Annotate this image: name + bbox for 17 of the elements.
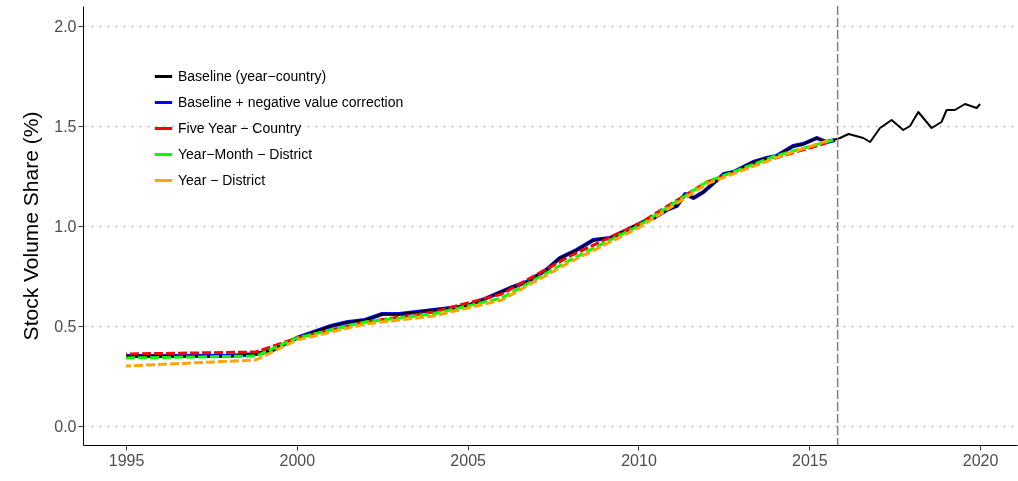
x-tick-label: 2000: [279, 451, 316, 469]
legend-label: Year−Month − District: [178, 145, 313, 162]
x-tick-label: 2005: [450, 451, 487, 469]
y-tick-label: 0.0: [54, 417, 77, 435]
legend-label: Five Year − Country: [178, 119, 302, 136]
legend-label: Baseline (year−country): [178, 67, 327, 84]
y-tick-label: 1.5: [54, 117, 77, 135]
y-axis-title: Stock Volume Share (%): [19, 111, 43, 341]
x-tick-label: 2015: [792, 451, 828, 469]
y-tick-label: 2.0: [54, 17, 77, 35]
x-tick-label: 2010: [621, 451, 657, 469]
legend-label: Year − District: [178, 171, 266, 188]
y-tick-label: 0.5: [54, 317, 77, 335]
legend-label: Baseline + negative value correction: [178, 93, 404, 110]
y-tick-label: 1.0: [54, 217, 77, 235]
x-tick-label: 1995: [108, 451, 145, 469]
x-tick-label: 2020: [962, 451, 999, 469]
